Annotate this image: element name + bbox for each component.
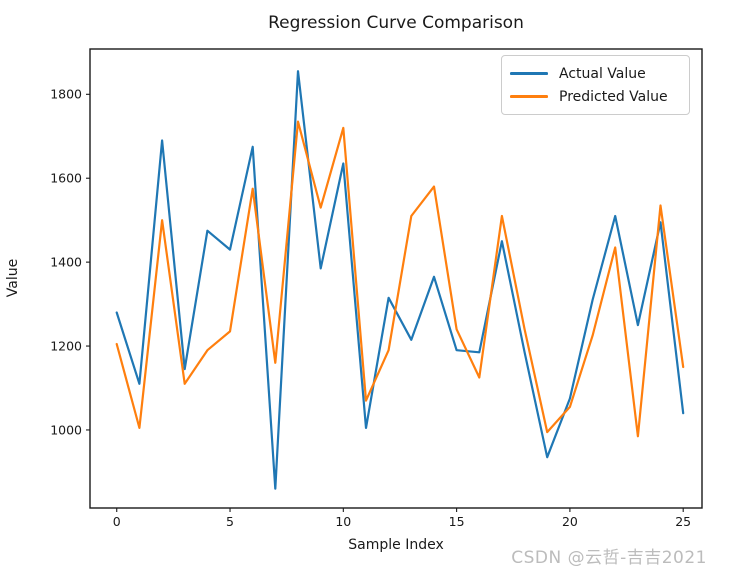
chart-title: Regression Curve Comparison — [268, 13, 524, 33]
y-tick-label: 1800 — [50, 86, 82, 102]
legend-line-swatch-actual — [510, 72, 548, 75]
y-tick-label: 1600 — [50, 170, 82, 186]
series-line-predicted — [115, 120, 685, 438]
legend-item-actual: Actual Value — [510, 62, 681, 85]
axes-frame — [89, 48, 703, 509]
legend-item-label: Predicted Value — [559, 88, 668, 105]
x-tick-label: 5 — [226, 514, 234, 529]
series-line-actual — [115, 70, 685, 490]
legend-item-predicted: Predicted Value — [510, 85, 681, 108]
x-tick-label: 20 — [561, 514, 578, 529]
x-tick-label: 25 — [675, 514, 692, 529]
legend-item-label: Actual Value — [559, 65, 646, 82]
y-tick-label: 1000 — [50, 422, 82, 438]
y-tick-label: 1400 — [50, 254, 82, 270]
x-tick-label: 15 — [448, 514, 465, 529]
y-tick-label: 1200 — [50, 338, 82, 354]
series-lines — [115, 70, 685, 490]
legend: Actual Value Predicted Value — [501, 55, 690, 115]
x-axis-label: Sample Index — [348, 537, 444, 553]
legend-line-swatch-predicted — [510, 95, 548, 98]
axis-tick-marks — [86, 93, 684, 512]
x-tick-label: 10 — [335, 514, 352, 529]
y-axis-label: Value — [5, 258, 21, 298]
watermark: CSDN @云哲-吉吉2021 — [511, 548, 707, 568]
x-tick-label: 0 — [112, 514, 121, 529]
